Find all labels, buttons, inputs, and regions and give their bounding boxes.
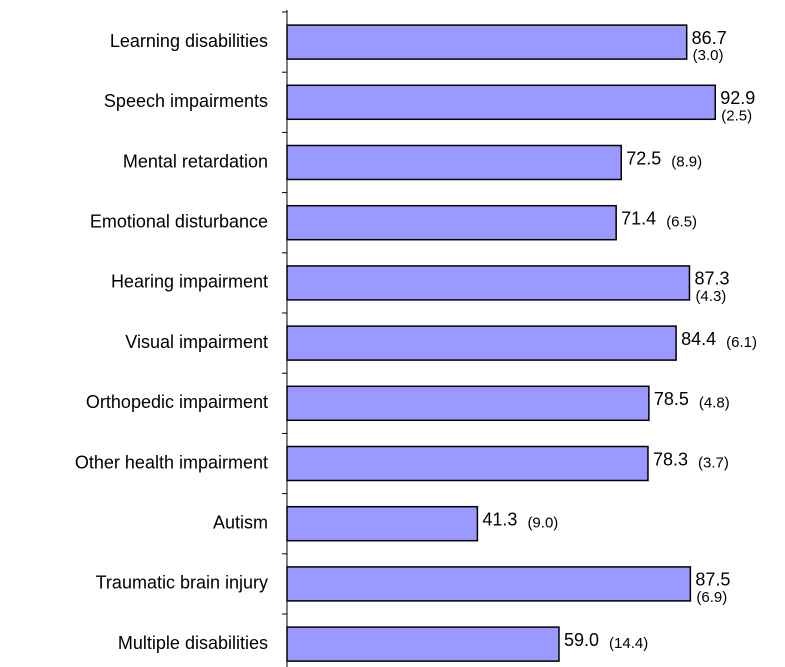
value-label: 78.3 — [653, 449, 688, 469]
error-label: (3.0) — [693, 47, 724, 64]
value-label: 86.7 — [692, 28, 727, 48]
value-label: 87.5 — [695, 570, 730, 590]
category-label: Emotional disturbance — [90, 211, 268, 231]
bar — [286, 204, 617, 241]
error-label: (14.4) — [609, 635, 648, 652]
category-label: Mental retardation — [123, 151, 268, 171]
category-label: Visual impairment — [125, 332, 268, 352]
error-label: (6.5) — [666, 214, 697, 231]
bar — [286, 24, 688, 60]
bar — [286, 84, 717, 121]
bar — [286, 505, 479, 542]
category-label: Learning disabilities — [110, 31, 268, 51]
bar — [286, 385, 650, 422]
bar — [286, 445, 649, 482]
category-label: Autism — [213, 512, 268, 532]
value-label: 41.3 — [482, 509, 517, 529]
error-label: (4.3) — [695, 288, 726, 305]
bar — [286, 265, 691, 301]
value-label: 78.5 — [654, 389, 689, 409]
category-label: Speech impairments — [104, 91, 268, 111]
error-label: (3.7) — [698, 454, 729, 471]
category-label: Other health impairment — [75, 452, 268, 472]
bar — [286, 566, 692, 602]
bar — [286, 626, 560, 662]
bar — [286, 325, 677, 361]
category-label: Hearing impairment — [111, 272, 268, 292]
value-label: 87.3 — [694, 269, 729, 289]
error-label: (6.1) — [726, 334, 757, 351]
error-label: (6.9) — [696, 589, 727, 606]
error-label: (8.9) — [671, 153, 702, 170]
error-label: (2.5) — [721, 107, 752, 124]
value-label: 72.5 — [626, 148, 661, 168]
value-label: 71.4 — [621, 208, 656, 228]
error-label: (4.8) — [699, 394, 730, 411]
value-label: 59.0 — [564, 630, 599, 650]
error-label: (9.0) — [527, 515, 558, 532]
category-label: Multiple disabilities — [118, 633, 268, 653]
value-label: 92.9 — [720, 88, 755, 108]
category-label: Traumatic brain injury — [96, 573, 268, 593]
value-label: 84.4 — [681, 329, 716, 349]
category-label: Orthopedic impairment — [86, 392, 268, 412]
bar — [286, 144, 622, 181]
